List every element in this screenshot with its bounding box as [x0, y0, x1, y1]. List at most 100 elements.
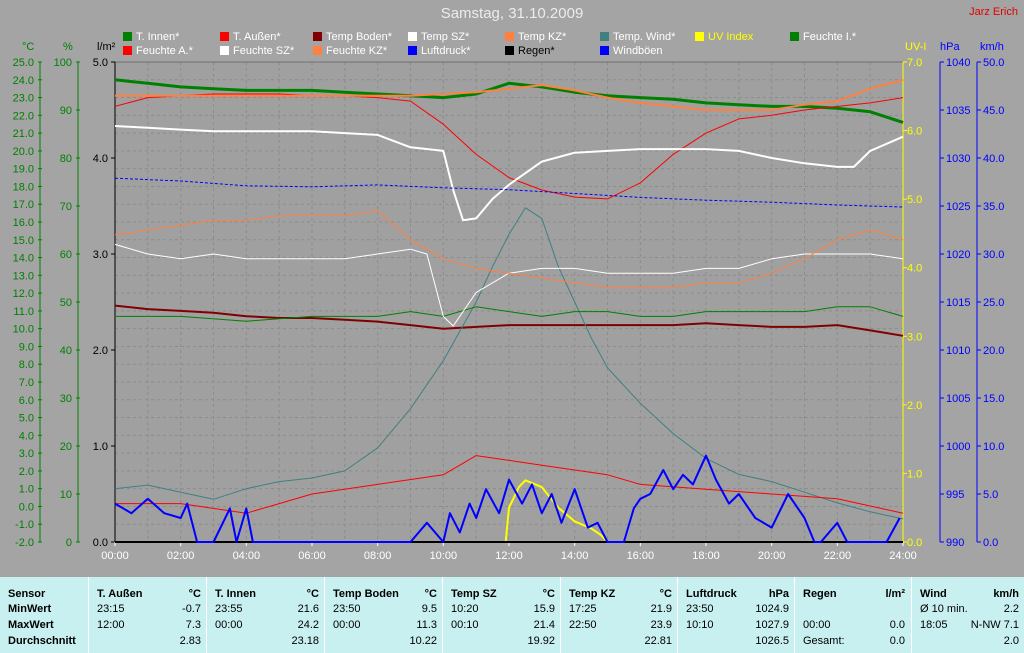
- uv-unit-label: UV-I: [905, 41, 926, 53]
- x-tick-label: 18:00: [692, 550, 720, 562]
- wind-tick-label: 45.0: [983, 105, 1004, 117]
- legend-swatch: [313, 46, 322, 55]
- humidity-tick-label: 10: [60, 489, 72, 501]
- x-tick-label: 02:00: [167, 550, 195, 562]
- wind-header: Wind: [920, 588, 947, 600]
- rain-header: Regen: [803, 588, 837, 600]
- rain-max-value: 0.0: [889, 619, 905, 631]
- legend-item: Temp SZ*: [408, 31, 469, 43]
- uv-tick-label: 0.0: [907, 537, 922, 549]
- legend-item: Luftdruck*: [408, 45, 471, 57]
- x-tick-label: 14:00: [561, 550, 589, 562]
- rain-column: Regen l/m² 00:00 0.0 Gesamt: 0.0: [794, 577, 911, 653]
- min-time: 10:20: [451, 603, 479, 615]
- avg-value: 22.81: [644, 635, 672, 647]
- pressure-tick-label: 1025: [946, 201, 970, 213]
- min-value: 1024.9: [755, 603, 789, 615]
- x-tick-label: 04:00: [233, 550, 261, 562]
- uv-tick-label: 6.0: [907, 126, 922, 138]
- column-unit: °C: [306, 588, 319, 600]
- x-tick-label: 06:00: [298, 550, 326, 562]
- pressure-tick-label: 1030: [946, 153, 970, 165]
- temp_c-tick-label: 24.0: [13, 75, 34, 87]
- uv-tick-label: 2.0: [907, 400, 922, 412]
- legend-label: Feuchte I.*: [803, 31, 857, 43]
- wind-unit-label: km/h: [980, 41, 1004, 53]
- wind-tick-label: 15.0: [983, 393, 1004, 405]
- temp_c-tick-label: 9.0: [19, 341, 34, 353]
- uv-tick-label: 3.0: [907, 331, 922, 343]
- legend-label: Feuchte KZ*: [326, 45, 388, 57]
- legend-label: Feuchte A.*: [136, 45, 193, 57]
- temp_c-tick-label: 14.0: [13, 253, 34, 265]
- legend-label: T. Außen*: [233, 31, 281, 43]
- temp_c-tick-label: 18.0: [13, 181, 34, 193]
- legend-swatch: [313, 32, 322, 41]
- legend-item: UV Index: [695, 31, 753, 43]
- temp_c-tick-label: 22.0: [13, 110, 34, 122]
- avg-value: 23.18: [291, 635, 319, 647]
- legend-swatch: [505, 32, 514, 41]
- pressure-tick-label: 1040: [946, 57, 970, 69]
- temp_c-tick-label: 15.0: [13, 235, 34, 247]
- min-value: -0.7: [182, 603, 201, 615]
- stats-column: Temp KZ °C 17:25 21.9 22:50 23.9 22.81: [560, 577, 678, 653]
- column-unit: hPa: [768, 588, 789, 600]
- max-time: 10:10: [686, 619, 714, 631]
- min-value: 21.9: [650, 603, 672, 615]
- column-header: Temp KZ: [569, 588, 616, 600]
- legend-label: UV Index: [708, 31, 754, 43]
- sensor-header: Sensor: [8, 588, 46, 600]
- series-line: [114, 78, 904, 124]
- wind-tick-label: 40.0: [983, 153, 1004, 165]
- temp_c-tick-label: 3.0: [19, 448, 34, 460]
- series-line: [115, 78, 904, 111]
- wind-tick-label: 0.0: [983, 537, 998, 549]
- temp_c-tick-label: 5.0: [19, 413, 34, 425]
- pressure-tick-label: 1000: [946, 441, 970, 453]
- legend-label: Temp Boden*: [326, 31, 393, 43]
- min-value: 9.5: [421, 603, 437, 615]
- rain-tick-label: 5.0: [93, 57, 108, 69]
- rain-tick-label: 4.0: [93, 153, 108, 165]
- pressure-tick-label: 1015: [946, 297, 970, 309]
- avg-value: 19.92: [527, 635, 555, 647]
- legend-item: Temp Boden*: [313, 31, 392, 43]
- temp_c-tick-label: 17.0: [13, 199, 34, 211]
- humidity-tick-label: 70: [60, 201, 72, 213]
- stats-column: Temp SZ °C 10:20 15.9 00:10 21.4 19.92: [442, 577, 561, 653]
- rain-tick-label: 0.0: [93, 537, 108, 549]
- column-unit: °C: [188, 588, 201, 600]
- humidity-tick-label: 0: [66, 537, 72, 549]
- series-line: [114, 210, 904, 289]
- temp_c-tick-label: -2.0: [15, 537, 34, 549]
- uv-tick-label: 7.0: [907, 57, 922, 69]
- stats-column: T. Außen °C 23:15 -0.7 12:00 7.3 2.83: [88, 577, 207, 653]
- chart-area: °C 25.0 24.0 23.0 22.0 21.0 20.0 19.0 18.0 17.0 16…: [13, 41, 1005, 562]
- legend-label: Temp KZ*: [518, 31, 567, 43]
- humidity-unit-label: %: [63, 41, 73, 53]
- humidity-tick-label: 30: [60, 393, 72, 405]
- wind-tick-label: 50.0: [983, 57, 1004, 69]
- series-line: [114, 125, 904, 222]
- max-value: 11.3: [416, 619, 437, 631]
- temp_c-tick-label: -1.0: [15, 519, 34, 531]
- rain-max-time: 00:00: [803, 619, 831, 631]
- legend-label: Feuchte SZ*: [233, 45, 295, 57]
- min-time: 23:50: [333, 603, 361, 615]
- x-tick-label: 08:00: [364, 550, 392, 562]
- legend-swatch: [220, 46, 229, 55]
- durchschnitt-label: Durchschnitt: [8, 635, 76, 647]
- legend-item: Feuchte KZ*: [313, 45, 387, 57]
- stats-column: T. Innen °C 23:55 21.6 00:00 24.2 23.18: [206, 577, 325, 653]
- min-time: 23:50: [686, 603, 714, 615]
- rain-tick-label: 1.0: [93, 441, 108, 453]
- column-unit: °C: [424, 588, 437, 600]
- wind-tick-label: 5.0: [983, 489, 998, 501]
- legend-label: Luftdruck*: [421, 45, 471, 57]
- min-time: 23:55: [215, 603, 243, 615]
- legend-label: Temp SZ*: [421, 31, 470, 43]
- series-line: [114, 177, 904, 208]
- column-unit: °C: [542, 588, 555, 600]
- wind-mean-value: 2.0: [1003, 635, 1019, 647]
